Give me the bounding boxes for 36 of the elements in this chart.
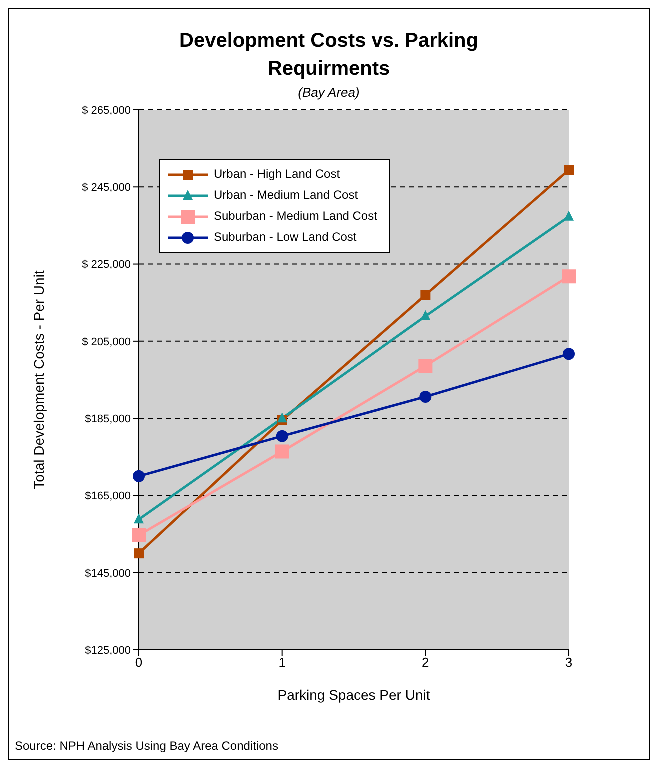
point [418,359,433,374]
point [420,310,431,320]
point [134,514,144,524]
x-tick-label: 0 [135,655,143,670]
y-tick-label: $ 245,000 [82,182,131,194]
x-tick-label: 2 [422,655,430,670]
legend-label: Suburban - Medium Land Cost [214,208,378,225]
point [563,348,575,360]
point [134,548,144,559]
y-tick-label: $ 265,000 [82,104,131,117]
x-axis-title: Parking Spaces Per Unit [278,687,430,703]
point [276,430,288,442]
x-tick-label: 1 [278,655,286,670]
y-tick-label: $ 205,000 [82,336,131,348]
point [564,210,574,221]
legend-label: Suburban - Low Land Cost [214,229,357,246]
y-tick-label: $165,000 [85,490,131,503]
source-note: Source: NPH Analysis Using Bay Area Conditions [15,739,278,753]
point [562,270,576,284]
x-tick-label: 3 [565,655,573,670]
point [275,444,290,459]
legend-label: Urban - High Land Cost [214,166,340,183]
point [420,390,432,403]
chart-subtitle: (Bay Area) [297,85,361,100]
chart-title: Development Costs vs. Parking Requirments [178,29,480,82]
point [133,470,145,482]
point [132,528,146,542]
legend-label: Urban - Medium Land Cost [214,187,358,204]
point [564,165,574,176]
point [420,290,431,300]
y-tick-label: $185,000 [85,413,131,426]
y-tick-label: $125,000 [85,644,131,657]
y-axis-title: Total Development Costs - Per Unit [30,270,47,490]
y-tick-label: $ 225,000 [82,259,131,272]
point [277,412,288,423]
y-tick-label: $145,000 [85,568,131,580]
